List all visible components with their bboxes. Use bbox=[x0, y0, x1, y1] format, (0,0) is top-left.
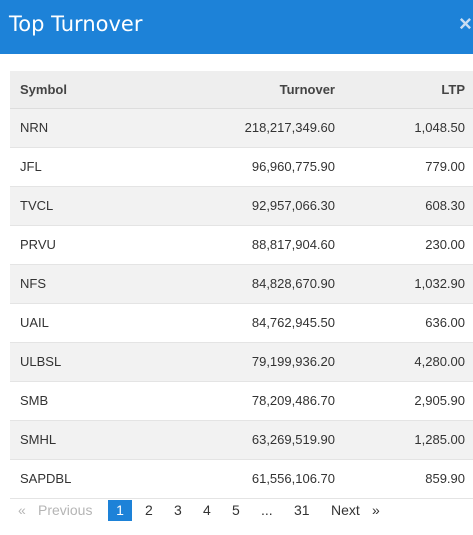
table-row: ULBSL 79,199,936.20 4,280.00 bbox=[10, 343, 473, 382]
cell-turnover: 63,269,519.90 bbox=[251, 432, 335, 447]
table-row: NFS 84,828,670.90 1,032.90 bbox=[10, 265, 473, 304]
turnover-table: Symbol Turnover LTP NRN 218,217,349.60 1… bbox=[10, 71, 473, 499]
table-row: JFL 96,960,775.90 779.00 bbox=[10, 148, 473, 187]
table-row: SAPDBL 61,556,106.70 859.90 bbox=[10, 460, 473, 499]
cell-symbol: SAPDBL bbox=[20, 471, 72, 486]
cell-symbol: PRVU bbox=[20, 237, 56, 252]
table-row: SMHL 63,269,519.90 1,285.00 bbox=[10, 421, 473, 460]
cell-ltp: 230.00 bbox=[425, 237, 465, 252]
cell-ltp: 859.90 bbox=[425, 471, 465, 486]
cell-ltp: 4,280.00 bbox=[414, 354, 465, 369]
cell-ltp: 1,285.00 bbox=[414, 432, 465, 447]
prev-arrow-icon: « bbox=[18, 502, 26, 518]
cell-symbol: NRN bbox=[20, 120, 49, 135]
next-arrow-icon[interactable]: » bbox=[372, 502, 380, 518]
cell-turnover: 79,199,936.20 bbox=[251, 354, 335, 369]
page-button-5[interactable]: 5 bbox=[232, 502, 240, 518]
table-row: UAIL 84,762,945.50 636.00 bbox=[10, 304, 473, 343]
cell-ltp: 779.00 bbox=[425, 159, 465, 174]
cell-symbol: UAIL bbox=[20, 315, 49, 330]
cell-ltp: 1,032.90 bbox=[414, 276, 465, 291]
cell-turnover: 84,828,670.90 bbox=[251, 276, 335, 291]
table-header-row: Symbol Turnover LTP bbox=[10, 71, 473, 109]
cell-turnover: 96,960,775.90 bbox=[251, 159, 335, 174]
cell-symbol: TVCL bbox=[20, 198, 54, 213]
page-button-31[interactable]: 31 bbox=[294, 502, 310, 518]
table-row: TVCL 92,957,066.30 608.30 bbox=[10, 187, 473, 226]
cell-symbol: ULBSL bbox=[20, 354, 62, 369]
page-button-2[interactable]: 2 bbox=[145, 502, 153, 518]
cell-turnover: 92,957,066.30 bbox=[251, 198, 335, 213]
page-button-3[interactable]: 3 bbox=[174, 502, 182, 518]
cell-symbol: SMB bbox=[20, 393, 49, 408]
close-icon[interactable]: × bbox=[459, 11, 472, 36]
cell-turnover: 84,762,945.50 bbox=[251, 315, 335, 330]
cell-turnover: 218,217,349.60 bbox=[244, 120, 335, 135]
previous-button: Previous bbox=[38, 502, 93, 518]
column-header-symbol[interactable]: Symbol bbox=[20, 82, 67, 97]
cell-ltp: 636.00 bbox=[425, 315, 465, 330]
modal-header: Top Turnover × bbox=[0, 0, 473, 54]
cell-ltp: 608.30 bbox=[425, 198, 465, 213]
cell-symbol: JFL bbox=[20, 159, 42, 174]
column-header-ltp[interactable]: LTP bbox=[441, 82, 465, 97]
modal-title: Top Turnover bbox=[9, 12, 143, 36]
cell-symbol: NFS bbox=[20, 276, 46, 291]
pagination: « Previous 1 2 3 4 5 ... 31 Next » bbox=[0, 500, 473, 522]
table-row: NRN 218,217,349.60 1,048.50 bbox=[10, 109, 473, 148]
table-row: PRVU 88,817,904.60 230.00 bbox=[10, 226, 473, 265]
cell-turnover: 88,817,904.60 bbox=[251, 237, 335, 252]
cell-symbol: SMHL bbox=[20, 432, 57, 447]
cell-turnover: 61,556,106.70 bbox=[251, 471, 335, 486]
cell-turnover: 78,209,486.70 bbox=[251, 393, 335, 408]
pagination-ellipsis: ... bbox=[261, 502, 273, 518]
next-button[interactable]: Next bbox=[331, 502, 360, 518]
cell-ltp: 1,048.50 bbox=[414, 120, 465, 135]
page-button-1[interactable]: 1 bbox=[108, 500, 132, 521]
table-row: SMB 78,209,486.70 2,905.90 bbox=[10, 382, 473, 421]
cell-ltp: 2,905.90 bbox=[414, 393, 465, 408]
column-header-turnover[interactable]: Turnover bbox=[279, 82, 335, 97]
page-button-4[interactable]: 4 bbox=[203, 502, 211, 518]
